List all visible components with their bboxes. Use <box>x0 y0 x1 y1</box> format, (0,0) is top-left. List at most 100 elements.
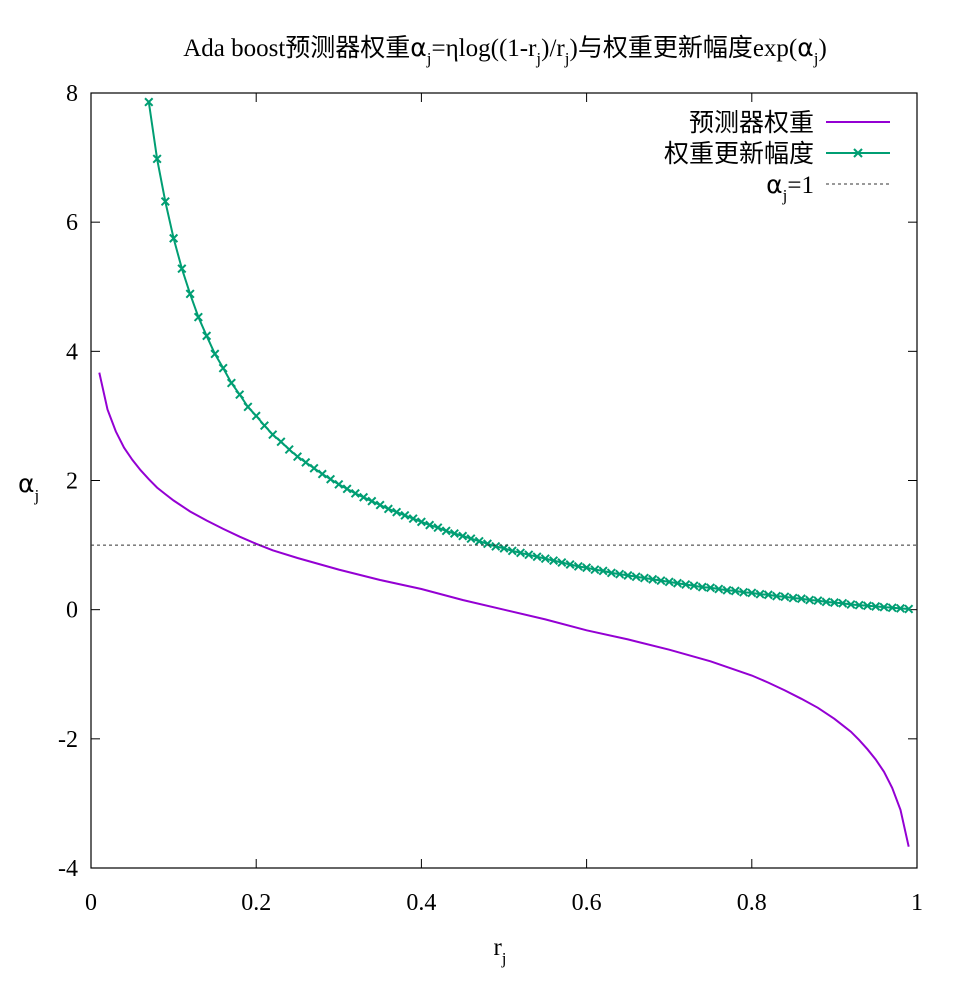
x-tick-label: 1 <box>911 890 923 916</box>
data-point <box>458 531 468 541</box>
data-point <box>524 550 534 560</box>
data-point <box>301 457 311 467</box>
data-point <box>516 548 526 558</box>
data-point <box>392 507 402 517</box>
data-point <box>540 554 550 564</box>
data-point <box>507 546 517 556</box>
title-sub1: j <box>426 49 432 68</box>
title-sub2: j <box>535 49 541 68</box>
data-point <box>664 577 674 587</box>
data-point <box>681 579 691 589</box>
y-axis-label-main: α <box>18 469 34 498</box>
legend-label-weight-update: 权重更新幅度 <box>664 140 814 168</box>
y-tick-label: 2 <box>66 469 78 495</box>
data-point <box>276 437 286 447</box>
data-point <box>573 561 583 571</box>
data-point <box>763 590 773 600</box>
data-point <box>317 469 327 479</box>
y-tick-label: 6 <box>66 210 78 236</box>
data-point <box>532 552 542 562</box>
legend-marker-weight-update <box>853 148 863 158</box>
legend-alpha-main: α <box>766 170 782 199</box>
x-tick-label: 0.4 <box>406 890 436 916</box>
y-tick-label: -4 <box>58 856 78 882</box>
x-tick-label: 0 <box>85 890 97 916</box>
x-axis-label: rj <box>493 934 506 968</box>
data-point <box>606 568 616 578</box>
y-tick-label: 8 <box>66 81 78 107</box>
data-point <box>425 520 435 530</box>
data-point <box>755 589 765 599</box>
data-point <box>482 539 492 549</box>
title-sub4: j <box>813 49 819 68</box>
data-point <box>383 504 393 514</box>
data-point <box>218 363 228 373</box>
data-point <box>598 566 608 576</box>
data-point <box>788 593 798 603</box>
data-point <box>466 534 476 544</box>
x-axis-label-main: r <box>493 934 502 961</box>
data-point <box>631 572 641 582</box>
data-point <box>350 488 360 498</box>
data-point <box>235 390 245 400</box>
data-point <box>259 421 269 431</box>
data-point <box>202 331 212 341</box>
data-point <box>895 603 905 613</box>
y-axis-ticks: -4 -2 0 2 4 6 8 <box>58 81 917 882</box>
legend-label-predictor-weight: 预测器权重 <box>689 109 814 137</box>
data-point <box>689 581 699 591</box>
data-point <box>582 563 592 573</box>
series-predictor-weight-line <box>98 372 910 847</box>
data-point <box>284 444 294 455</box>
data-point <box>160 196 170 207</box>
data-point <box>747 588 757 598</box>
data-point <box>705 583 716 593</box>
data-point <box>615 569 625 579</box>
data-point <box>821 597 831 607</box>
legend: 预测器权重 权重更新幅度 αj=1 <box>664 109 890 205</box>
data-point <box>169 233 179 243</box>
data-point <box>193 312 203 322</box>
data-point <box>334 479 344 489</box>
data-point <box>210 349 220 359</box>
data-point <box>639 573 649 583</box>
legend-label-alpha-one: αj=1 <box>766 170 814 205</box>
legend-alpha-tail: =1 <box>787 172 814 199</box>
data-point <box>656 576 666 586</box>
data-point <box>177 264 187 274</box>
series-layer <box>91 97 917 847</box>
data-point <box>904 604 914 614</box>
y-tick-label: -2 <box>58 727 78 753</box>
data-point <box>226 378 236 388</box>
data-point <box>829 598 839 608</box>
data-point <box>838 598 848 608</box>
data-point <box>441 526 451 536</box>
x-axis-label-sub: j <box>501 949 507 968</box>
data-point <box>292 452 303 462</box>
x-tick-label: 0.8 <box>737 890 767 916</box>
data-point <box>549 556 559 566</box>
data-point <box>739 587 749 597</box>
data-point <box>251 411 261 421</box>
data-point <box>879 602 889 612</box>
data-point <box>408 514 418 524</box>
data-point <box>862 601 872 611</box>
data-point <box>887 603 897 613</box>
title-alpha2: α <box>797 33 813 62</box>
data-point <box>499 543 509 553</box>
data-point <box>375 500 385 510</box>
y-axis-label: αj <box>18 469 39 505</box>
data-point <box>623 570 633 580</box>
x-axis-ticks: 0 0.2 0.4 0.6 0.8 1 <box>85 93 923 916</box>
data-point <box>854 600 864 610</box>
y-tick-label: 0 <box>66 598 78 624</box>
title-alpha: α <box>410 33 426 62</box>
data-point <box>144 97 154 107</box>
title-mid2: )/r <box>541 35 565 62</box>
data-point <box>416 517 426 527</box>
chart-title: Ada boost预测器权重αj=ηlog((1-rj)/rj)与权重更新幅度e… <box>183 33 827 68</box>
data-point <box>243 402 253 412</box>
data-point <box>268 430 278 440</box>
data-point <box>557 558 567 568</box>
